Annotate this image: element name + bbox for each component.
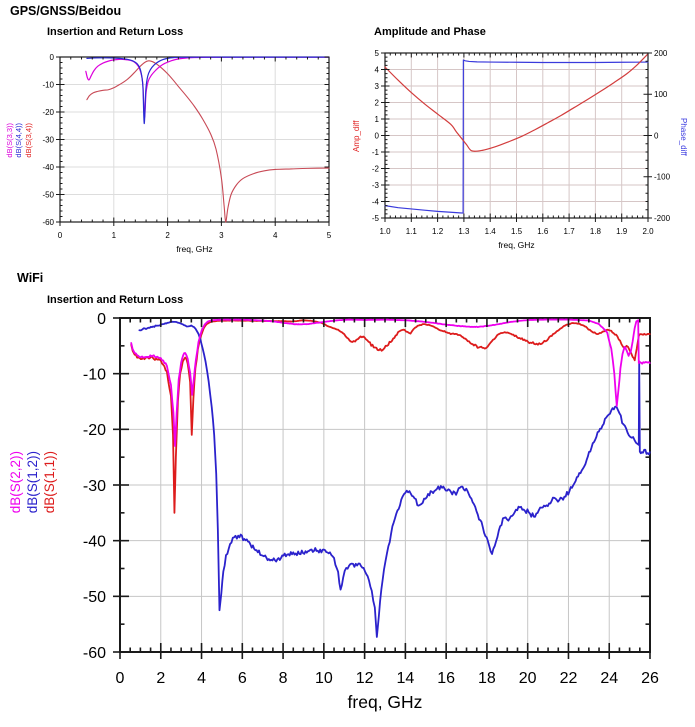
x-tick-label: 2 (165, 231, 170, 240)
y-tick-label: 2 (375, 98, 380, 107)
y-tick-label: -10 (42, 80, 54, 89)
y-tick-label: 5 (375, 49, 380, 58)
y-tick-label: -20 (83, 422, 106, 439)
gridlines (60, 57, 329, 222)
y-tick-label: -30 (42, 135, 54, 144)
x-tick-label: 14 (396, 670, 414, 687)
y-tick-label: 4 (375, 65, 380, 74)
y-tick-label: -50 (83, 589, 106, 606)
x-axis-label: freq, GHz (348, 692, 423, 712)
traces (130, 318, 651, 638)
x-tick-label: 1.4 (485, 227, 497, 236)
trace-dB(S(4,4)) (86, 56, 330, 125)
axis-ticks (113, 317, 651, 659)
x-tick-label: 1.0 (379, 227, 391, 236)
y2-tick-label: -200 (654, 214, 671, 223)
y-tick-label: -2 (372, 164, 380, 173)
y-tick-label: 0 (50, 53, 55, 62)
x-tick-label: 24 (600, 670, 618, 687)
y2-tick-label: -100 (654, 173, 671, 182)
y-tick-label: 3 (375, 82, 380, 91)
phase-diff-axis-label: Phase_diff (679, 118, 688, 156)
y-tick-label: -10 (83, 366, 106, 383)
amp-phase-chart-title: Amplitude and Phase (374, 26, 486, 38)
x-tick-label: 1.6 (537, 227, 549, 236)
traces (384, 53, 649, 214)
x-tick-label: 3 (219, 231, 224, 240)
x-tick-label: 1.2 (432, 227, 444, 236)
x-tick-label: 1.8 (590, 227, 602, 236)
x-tick-label: 1 (112, 231, 117, 240)
x-tick-label: 2 (156, 670, 165, 687)
y-tick-label: -40 (83, 533, 106, 550)
y2-tick-label: 100 (654, 90, 668, 99)
axis-ticks (381, 52, 652, 222)
trace-dB(S(1,2)) (138, 320, 651, 638)
tick-labels: 0 1 2 3 4 5 0 -10 -20 -30 -40 -50 -60 freq, GHz (42, 53, 331, 254)
x-tick-label: 2.0 (642, 227, 654, 236)
x-tick-label: 22 (560, 670, 578, 687)
y-tick-label: -60 (83, 645, 106, 662)
trace-dB(S(3,3)) (85, 56, 330, 119)
gps-chart: 0 1 2 3 4 5 0 -10 -20 -30 -40 -50 -60 freq, GHz (42, 53, 331, 254)
traces (85, 56, 330, 223)
gridlines (120, 318, 650, 652)
x-tick-label: 26 (641, 670, 659, 687)
x-tick-label: 0 (58, 231, 63, 240)
x-tick-label: 4 (273, 231, 278, 240)
tick-labels: 0 2 4 6 8 10 12 14 16 18 20 22 24 260-10-20-30-40-50-… (83, 311, 659, 712)
x-axis-label: freq, GHz (498, 240, 534, 250)
x-tick-label: 10 (315, 670, 333, 687)
x-tick-label: 12 (356, 670, 374, 687)
wifi-chart: 0 2 4 6 8 10 12 14 16 18 20 22 24 260-10-20-30-40-50-… (83, 311, 659, 712)
y-tick-label: -40 (42, 163, 54, 172)
section-heading-wifi: WiFi (17, 271, 44, 285)
wifi-chart-title: Insertion and Return Loss (47, 294, 184, 306)
y-tick-label: -20 (42, 108, 54, 117)
tick-labels: 1.0 1.1 1.2 1.3 1.4 1.5 1.6 1.7 1.8 1.9 2.0 5 4 3 2 1 0 -… (372, 49, 671, 250)
y-tick-label: -1 (372, 148, 380, 157)
x-tick-label: 1.1 (406, 227, 418, 236)
gridlines (385, 53, 648, 218)
y-tick-label: -5 (372, 214, 380, 223)
y-tick-label: 1 (375, 115, 380, 124)
x-tick-label: 5 (327, 231, 332, 240)
axis-ticks (56, 56, 330, 226)
x-tick-label: 20 (519, 670, 537, 687)
x-tick-label: 1.3 (458, 227, 470, 236)
y-tick-label: -50 (42, 190, 54, 199)
trace-Phase_diff (384, 59, 649, 214)
x-tick-label: 1.5 (511, 227, 523, 236)
amp_phase-chart: 1.0 1.1 1.2 1.3 1.4 1.5 1.6 1.7 1.8 1.9 2.0 5 4 3 2 1 0 -… (372, 49, 671, 250)
gps-chart-title: Insertion and Return Loss (47, 26, 184, 38)
x-tick-label: 16 (437, 670, 455, 687)
y-tick-label: 0 (375, 131, 380, 140)
x-axis-label: freq, GHz (176, 244, 212, 254)
y-tick-label: -3 (372, 181, 380, 190)
x-tick-label: 0 (116, 670, 125, 687)
y-tick-label: -30 (83, 478, 106, 495)
x-tick-label: 1.7 (564, 227, 576, 236)
trace-Amp_diff (384, 53, 649, 152)
x-tick-label: 8 (279, 670, 288, 687)
y-tick-label: -4 (372, 197, 380, 206)
x-tick-label: 1.9 (616, 227, 628, 236)
trace-dB(S(1,1)) (130, 319, 651, 514)
section-heading-gps: GPS/GNSS/Beidou (10, 4, 122, 18)
trace-dB(S(3,4)) (86, 60, 330, 223)
x-tick-label: 4 (197, 670, 206, 687)
y2-tick-label: 200 (654, 49, 668, 58)
y-tick-label: -60 (42, 218, 54, 227)
y-tick-label: 0 (97, 311, 106, 328)
x-tick-label: 6 (238, 670, 247, 687)
x-tick-label: 18 (478, 670, 496, 687)
y2-tick-label: 0 (654, 131, 659, 140)
